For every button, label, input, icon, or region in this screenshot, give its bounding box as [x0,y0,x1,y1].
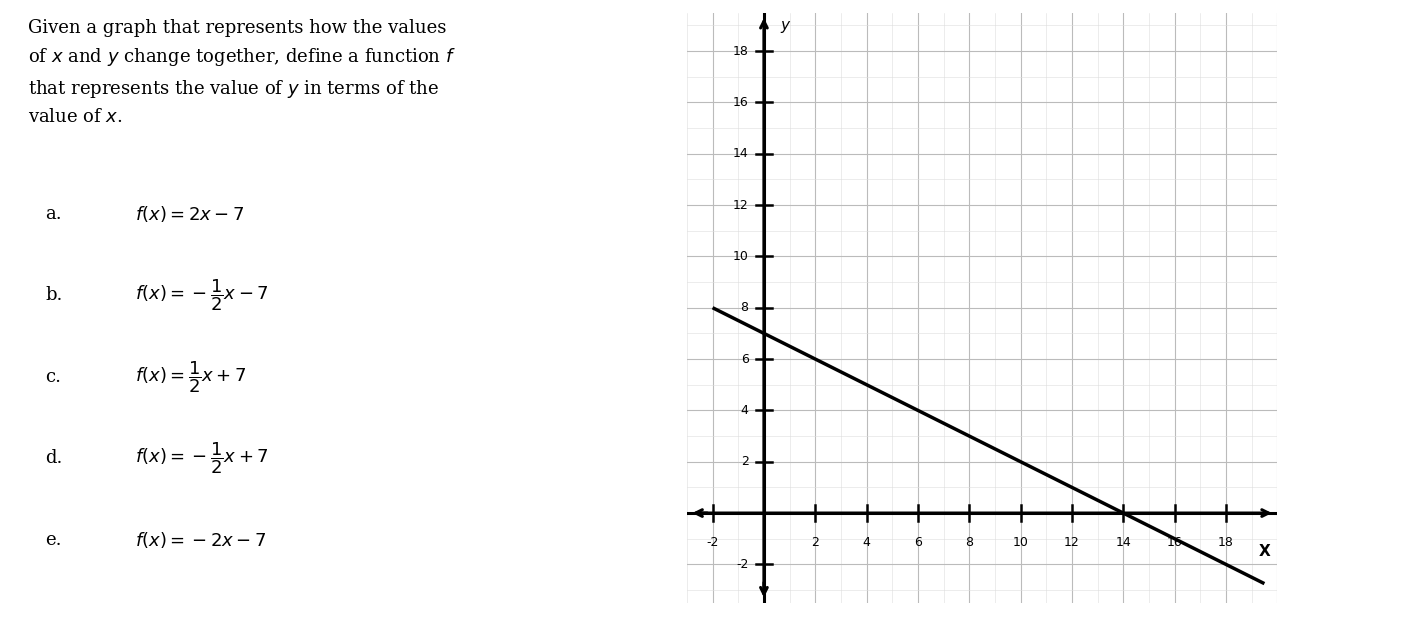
Text: 10: 10 [1012,536,1028,549]
Text: 4: 4 [863,536,870,549]
Text: e.: e. [45,531,62,549]
Text: c.: c. [45,368,61,386]
Text: y: y [780,18,788,33]
Text: b.: b. [45,286,62,304]
Text: $f(x) = -\dfrac{1}{2}x + 7$: $f(x) = -\dfrac{1}{2}x + 7$ [135,441,269,476]
Text: 10: 10 [732,250,749,263]
Text: 14: 14 [1115,536,1131,549]
Text: 18: 18 [732,45,749,58]
Text: 2: 2 [811,536,819,549]
Text: 12: 12 [732,198,749,212]
Text: 14: 14 [732,147,749,160]
Text: 4: 4 [741,404,749,417]
Text: $f(x) = 2x - 7$: $f(x) = 2x - 7$ [135,203,245,224]
Text: -2: -2 [736,558,749,571]
Text: X: X [1259,544,1270,559]
Text: Given a graph that represents how the values
of $x$ and $y$ change together, def: Given a graph that represents how the va… [28,19,456,126]
Text: 8: 8 [741,301,749,314]
Text: 18: 18 [1218,536,1233,549]
Text: $f(x) = -2x - 7$: $f(x) = -2x - 7$ [135,530,266,550]
Text: a.: a. [45,205,62,222]
Text: d.: d. [45,450,62,467]
Text: 16: 16 [732,96,749,109]
Text: 2: 2 [741,455,749,468]
Text: 8: 8 [966,536,973,549]
Text: 12: 12 [1064,536,1080,549]
Text: $f(x) = \dfrac{1}{2}x + 7$: $f(x) = \dfrac{1}{2}x + 7$ [135,359,246,394]
Text: $f(x) = -\dfrac{1}{2}x - 7$: $f(x) = -\dfrac{1}{2}x - 7$ [135,278,269,313]
Text: -2: -2 [707,536,718,549]
Text: 6: 6 [741,352,749,365]
Text: 16: 16 [1167,536,1183,549]
Text: 6: 6 [914,536,922,549]
